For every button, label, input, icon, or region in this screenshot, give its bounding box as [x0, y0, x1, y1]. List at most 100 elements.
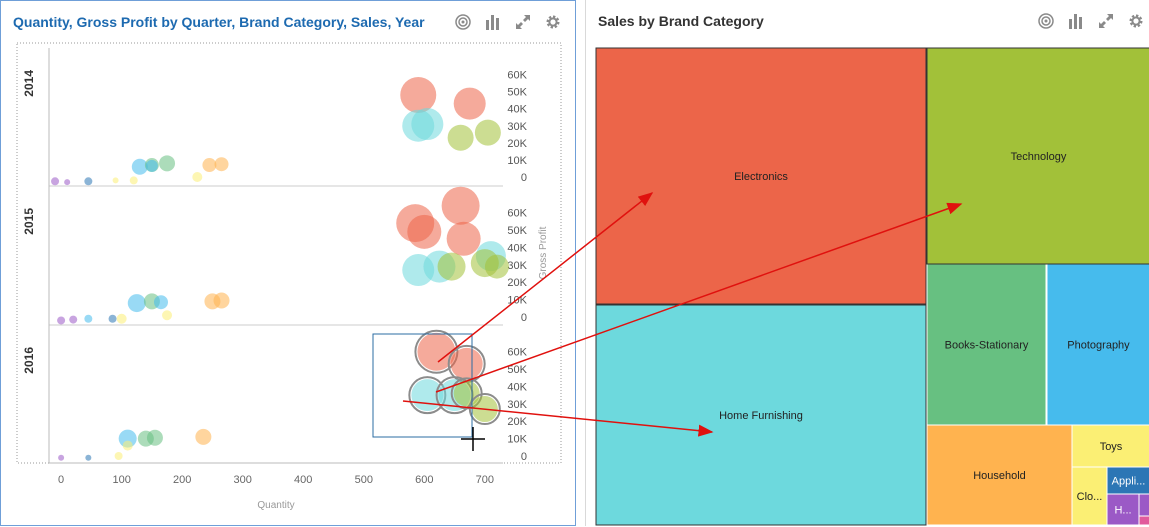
treemap-cell-label: Electronics — [734, 171, 788, 183]
scatter-point[interactable] — [453, 87, 486, 120]
treemap-cell-border — [926, 47, 1149, 265]
y-tick-label: 10K — [507, 155, 527, 167]
gear-icon[interactable] — [1126, 11, 1146, 31]
scatter-point[interactable] — [131, 158, 148, 175]
row-label: 2015 — [22, 208, 36, 235]
y-tick-label: 10K — [507, 434, 527, 446]
scatter-toolbar — [453, 12, 563, 32]
y-tick-label: 0 — [521, 172, 527, 184]
treemap-cell-label: H... — [1114, 505, 1131, 517]
treemap-cell-label: Household — [973, 470, 1026, 482]
scatter-panel-header: Quantity, Gross Profit by Quarter, Brand… — [1, 1, 575, 41]
scatter-panel-title: Quantity, Gross Profit by Quarter, Brand… — [13, 14, 425, 30]
y-tick-label: 10K — [507, 295, 527, 307]
y-tick-label: 60K — [507, 70, 527, 82]
x-tick-label: 100 — [112, 474, 130, 486]
scatter-point[interactable] — [159, 155, 176, 172]
treemap-cell[interactable] — [1046, 263, 1149, 426]
x-tick-label: 200 — [173, 474, 191, 486]
scatter-point[interactable] — [127, 294, 146, 313]
treemap-toolbar — [1036, 11, 1146, 31]
treemap-cell[interactable] — [926, 47, 1149, 265]
scatter-point[interactable] — [441, 186, 480, 225]
treemap-cell-label: Technology — [1011, 151, 1067, 163]
scatter-point[interactable] — [85, 454, 92, 461]
scatter-point[interactable] — [122, 440, 133, 451]
scatter-point[interactable] — [116, 313, 127, 324]
y-axis-title: Gross Profit — [538, 226, 549, 279]
treemap-cell[interactable] — [1138, 515, 1149, 526]
crosshair-cursor-icon — [461, 427, 485, 451]
treemap-cell-label: Photography — [1067, 340, 1130, 352]
y-tick-label: 0 — [521, 312, 527, 324]
scatter-point[interactable] — [192, 172, 203, 182]
y-tick-label: 20K — [507, 416, 527, 428]
scatter-point[interactable] — [84, 314, 93, 323]
scatter-point[interactable] — [411, 108, 444, 141]
y-tick-label: 30K — [507, 399, 527, 411]
scatter-point[interactable] — [484, 254, 509, 279]
row-label: 2016 — [22, 347, 36, 374]
x-axis-title: Quantity — [257, 500, 294, 511]
scatter-point[interactable] — [214, 157, 229, 172]
treemap-chart[interactable]: Electronics Technology Home Furnishing Book… — [586, 0, 1149, 526]
target-icon[interactable] — [1036, 11, 1056, 31]
scatter-point[interactable] — [129, 176, 138, 185]
scatter-point[interactable] — [446, 221, 481, 256]
treemap-cell[interactable] — [926, 424, 1073, 526]
y-tick-label: 20K — [507, 138, 527, 150]
scatter-point[interactable] — [202, 158, 217, 173]
scatter-point[interactable] — [162, 310, 173, 321]
scatter-point[interactable] — [84, 177, 93, 186]
x-tick-label: 0 — [58, 474, 64, 486]
scatter-point[interactable] — [153, 295, 168, 310]
scatter-point[interactable] — [112, 177, 119, 184]
scatter-panel: Quantity, Gross Profit by Quarter, Brand… — [0, 0, 576, 526]
scatter-point[interactable] — [51, 177, 60, 186]
scatter-point[interactable] — [114, 452, 123, 460]
treemap-cell-label: Books-Stationary — [945, 340, 1029, 352]
y-tick-label: 30K — [507, 260, 527, 272]
scatter-chart[interactable]: 2014 0 10K 20K 30K 40K 50K 60K 2015 0 10K 20K 30K 40K… — [1, 1, 577, 527]
expand-icon[interactable] — [513, 12, 533, 32]
treemap-cell[interactable] — [1106, 493, 1140, 526]
scatter-point[interactable] — [108, 314, 117, 323]
gear-icon[interactable] — [543, 12, 563, 32]
scatter-point[interactable] — [64, 179, 71, 186]
scatter-point[interactable] — [57, 316, 66, 325]
treemap-cell-label: Home Furnishing — [719, 410, 803, 422]
treemap-cell[interactable] — [1138, 493, 1149, 517]
y-tick-label: 60K — [507, 208, 527, 220]
scatter-point[interactable] — [213, 292, 230, 309]
scatter-point[interactable] — [400, 77, 437, 114]
scatter-point[interactable] — [411, 379, 444, 412]
scatter-point[interactable] — [471, 396, 498, 423]
scatter-point[interactable] — [145, 159, 158, 172]
bar-chart-icon[interactable] — [1066, 11, 1086, 31]
scatter-point[interactable] — [437, 252, 466, 281]
scatter-point[interactable] — [58, 454, 65, 461]
scatter-point[interactable] — [118, 429, 137, 448]
scatter-point[interactable] — [146, 429, 163, 446]
treemap-panel: Sales by Brand Category Electronics Techn… — [585, 0, 1149, 526]
x-tick-label: 400 — [294, 474, 312, 486]
x-tick-label: 300 — [234, 474, 252, 486]
scatter-point[interactable] — [407, 214, 442, 249]
y-tick-label: 30K — [507, 121, 527, 133]
y-tick-label: 40K — [507, 104, 527, 116]
bar-chart-icon[interactable] — [483, 12, 503, 32]
treemap-cell[interactable] — [1071, 466, 1108, 526]
scatter-point[interactable] — [447, 124, 474, 151]
scatter-point[interactable] — [195, 428, 212, 445]
scatter-point[interactable] — [450, 347, 483, 380]
scatter-point[interactable] — [69, 315, 78, 324]
y-tick-label: 60K — [507, 347, 527, 359]
target-icon[interactable] — [453, 12, 473, 32]
expand-icon[interactable] — [1096, 11, 1116, 31]
y-tick-label: 40K — [507, 242, 527, 254]
x-tick-label: 600 — [415, 474, 433, 486]
treemap-panel-header: Sales by Brand Category — [586, 0, 1149, 40]
y-tick-label: 40K — [507, 381, 527, 393]
scatter-point[interactable] — [474, 119, 501, 146]
treemap-panel-title: Sales by Brand Category — [598, 13, 764, 29]
